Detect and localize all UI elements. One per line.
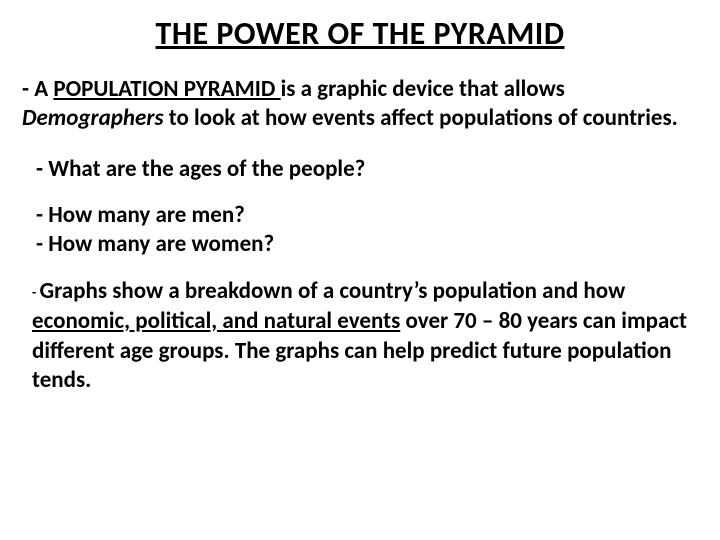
slide-container: THE POWER OF THE PYRAMID - A POPULATION … bbox=[0, 0, 720, 416]
question-women: - How many are women? bbox=[36, 230, 698, 259]
dash: - bbox=[22, 75, 34, 103]
term-population-pyramid: POPULATION PYRAMID bbox=[53, 75, 280, 103]
question-gender: - How many are men? - How many are women… bbox=[22, 201, 698, 259]
paragraph-graphs: - Graphs show a breakdown of a country’s… bbox=[22, 277, 698, 397]
slide-title: THE POWER OF THE PYRAMID bbox=[22, 14, 698, 53]
question-men: - How many are men? bbox=[36, 201, 698, 230]
underlined-events: economic, political, and natural events bbox=[32, 307, 400, 335]
text-b: is a graphic device that allows bbox=[281, 75, 565, 103]
text-b: s population and how bbox=[418, 277, 625, 305]
text-c: to look at how events affect populations… bbox=[164, 104, 678, 132]
paragraph-intro: - A POPULATION PYRAMID is a graphic devi… bbox=[22, 75, 698, 133]
text-a: Graphs show a breakdown of a country bbox=[39, 277, 413, 305]
question-ages: - What are the ages of the people? bbox=[22, 155, 698, 184]
term-demographers: Demographers bbox=[22, 104, 164, 132]
text-a: A bbox=[34, 75, 53, 103]
